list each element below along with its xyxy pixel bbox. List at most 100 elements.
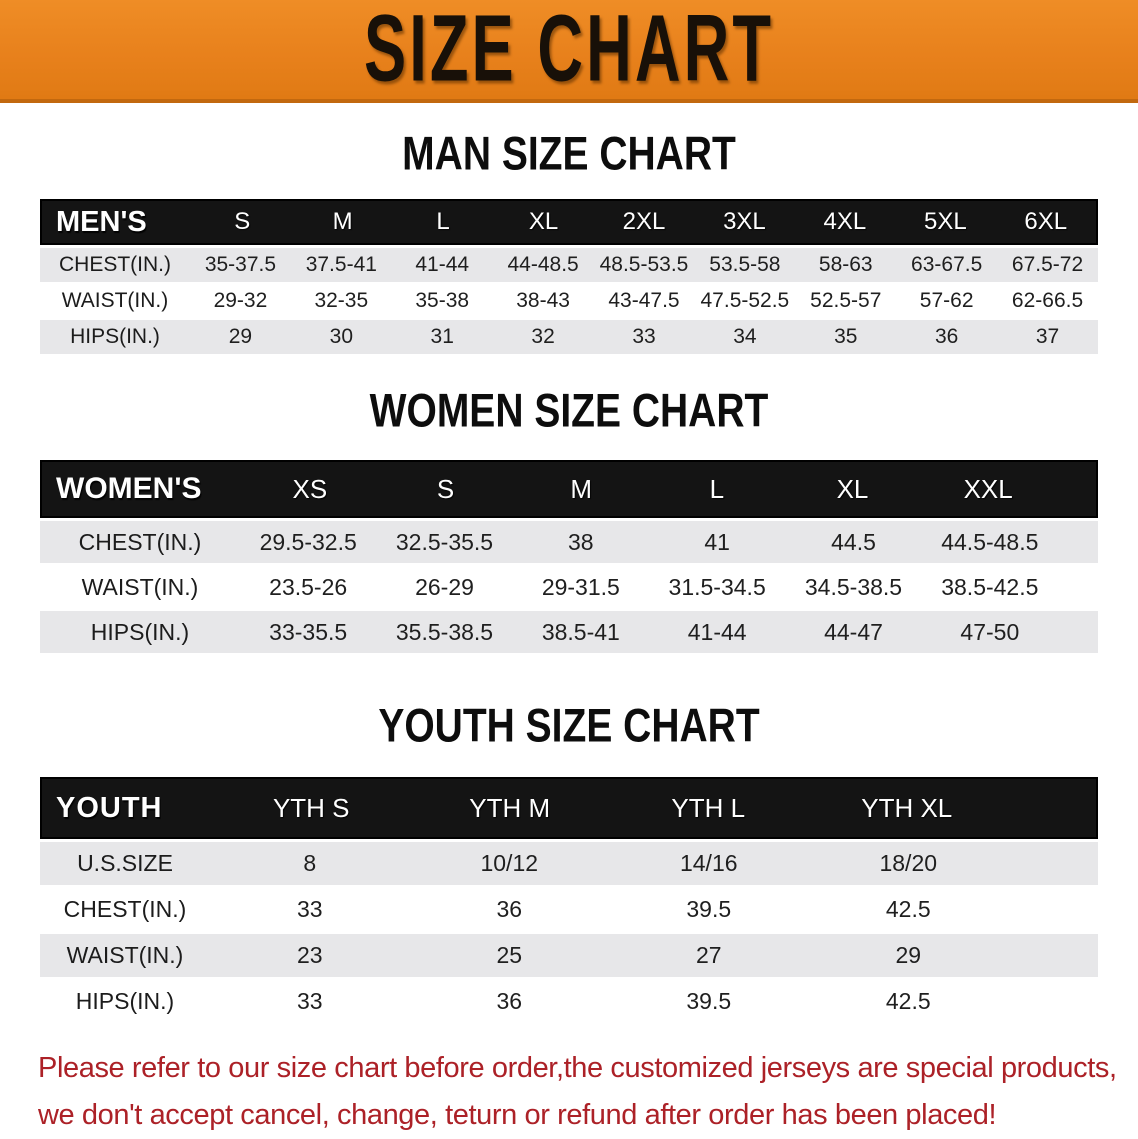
youth-size-chart-heading: YOUTH SIZE CHART bbox=[378, 700, 760, 753]
size-column-header: 2XL bbox=[622, 208, 666, 235]
size-value-cell: 52.5-57 bbox=[810, 289, 882, 312]
size-value-cell: 39.5 bbox=[686, 988, 732, 1014]
row-label: CHEST(IN.) bbox=[63, 896, 187, 922]
size-column-header: YTH S bbox=[272, 792, 350, 823]
size-column-header: S bbox=[436, 473, 455, 504]
size-value-cell: 35 bbox=[834, 325, 858, 348]
table-row: HIPS(IN.) 29 30 31 32 33 34 35 36 37 bbox=[40, 320, 1098, 354]
table-group-label: MEN'S bbox=[56, 205, 147, 238]
disclaimer-line-2: we don't accept cancel, change, teturn o… bbox=[38, 1099, 997, 1131]
row-label: CHEST(IN.) bbox=[78, 528, 202, 555]
row-label: HIPS(IN.) bbox=[70, 325, 160, 348]
size-value-cell: 33 bbox=[632, 325, 656, 348]
table-header-row: MEN'S S M L XL 2XL 3XL 4XL 5XL 6XL bbox=[40, 199, 1098, 245]
women-size-chart-heading: WOMEN SIZE CHART bbox=[369, 385, 769, 438]
size-value-cell: 38.5-41 bbox=[541, 618, 620, 645]
row-label: U.S.SIZE bbox=[77, 850, 173, 876]
size-value-cell: 25 bbox=[496, 942, 523, 968]
mens-size-table: MEN'S S M L XL 2XL 3XL 4XL 5XL 6XL CHEST(IN.) 35-… bbox=[40, 199, 1098, 354]
size-value-cell: 32 bbox=[531, 325, 555, 348]
table-header-row: WOMEN'S XS S M L XL XXL bbox=[40, 460, 1098, 518]
size-value-cell: 39.5 bbox=[686, 896, 732, 922]
size-column-header: L bbox=[436, 208, 450, 235]
disclaimer-line-1: Please refer to our size chart before or… bbox=[38, 1052, 1117, 1084]
disclaimer-text: Please refer to our size chart before or… bbox=[38, 1045, 1138, 1139]
size-column-header: L bbox=[709, 473, 725, 504]
table-body: CHEST(IN.) 35-37.5 37.5-41 41-44 44-48.5 48.5… bbox=[40, 248, 1098, 354]
row-label: WAIST(IN.) bbox=[66, 942, 184, 968]
size-value-cell: 23 bbox=[296, 942, 323, 968]
size-value-cell: 29.5-32.5 bbox=[259, 528, 357, 555]
row-label: HIPS(IN.) bbox=[90, 618, 190, 645]
size-value-cell: 36 bbox=[934, 325, 959, 348]
size-value-cell: 34.5-38.5 bbox=[804, 573, 903, 600]
size-value-cell: 43-47.5 bbox=[608, 289, 680, 312]
size-column-header: XXL bbox=[963, 473, 1013, 504]
table-row: U.S.SIZE 8 10/12 14/16 18/20 bbox=[40, 842, 1098, 885]
size-value-cell: 41-44 bbox=[687, 618, 747, 645]
table-group-label: YOUTH bbox=[56, 791, 163, 824]
size-value-cell: 35-37.5 bbox=[204, 253, 277, 276]
size-value-cell: 33 bbox=[296, 896, 323, 922]
size-value-cell: 38.5-42.5 bbox=[941, 573, 1039, 600]
banner-title: SIZE CHART bbox=[363, 0, 775, 102]
table-row: HIPS(IN.) 33-35.5 35.5-38.5 38.5-41 41-44 44-… bbox=[40, 611, 1098, 653]
size-column-header: S bbox=[234, 208, 251, 235]
size-value-cell: 44.5 bbox=[831, 528, 876, 555]
table-row: WAIST(IN.) 23.5-26 26-29 29-31.5 31.5-34.5 34… bbox=[40, 566, 1098, 608]
size-value-cell: 32-35 bbox=[314, 289, 369, 312]
size-value-cell: 31.5-34.5 bbox=[668, 573, 766, 600]
size-value-cell: 14/16 bbox=[679, 850, 738, 876]
size-column-header: M bbox=[570, 473, 592, 504]
womens-size-table: WOMEN'S XS S M L XL XXL CHEST(IN.) 29.5-32.5 32… bbox=[40, 460, 1098, 653]
size-column-header: XL bbox=[836, 473, 869, 504]
size-value-cell: 32.5-35.5 bbox=[395, 528, 494, 555]
size-value-cell: 23.5-26 bbox=[269, 573, 348, 600]
table-body: CHEST(IN.) 29.5-32.5 32.5-35.5 38 41 44.5 44.5… bbox=[40, 521, 1098, 653]
size-value-cell: 37.5-41 bbox=[305, 253, 377, 276]
size-value-cell: 44-48.5 bbox=[507, 253, 579, 276]
size-value-cell: 57-62 bbox=[919, 289, 974, 312]
row-label: CHEST(IN.) bbox=[59, 253, 171, 276]
size-value-cell: 30 bbox=[329, 325, 353, 348]
size-value-cell: 67.5-72 bbox=[1011, 253, 1084, 276]
size-value-cell: 53.5-58 bbox=[709, 253, 781, 276]
size-column-header: 4XL bbox=[823, 208, 867, 235]
size-value-cell: 47-50 bbox=[960, 618, 1020, 645]
size-value-cell: 8 bbox=[303, 850, 317, 876]
youth-size-table: YOUTH YTH S YTH M YTH L YTH XL U.S.SIZE 8 10/… bbox=[40, 777, 1098, 1023]
size-value-cell: 42.5 bbox=[885, 896, 931, 922]
size-value-cell: 41-44 bbox=[415, 253, 470, 276]
size-value-cell: 44-47 bbox=[824, 618, 883, 645]
size-value-cell: 47.5-52.5 bbox=[700, 289, 790, 312]
size-value-cell: 27 bbox=[695, 942, 722, 968]
size-value-cell: 26-29 bbox=[415, 573, 474, 600]
size-value-cell: 29 bbox=[895, 942, 922, 968]
size-chart-banner: SIZE CHART bbox=[0, 0, 1138, 103]
size-column-header: 5XL bbox=[923, 208, 967, 235]
size-value-cell: 34 bbox=[733, 325, 757, 348]
size-value-cell: 29 bbox=[228, 325, 253, 348]
table-group-label: WOMEN'S bbox=[56, 472, 202, 505]
size-column-header: 3XL bbox=[723, 208, 766, 235]
size-value-cell: 48.5-53.5 bbox=[599, 253, 689, 276]
row-label: HIPS(IN.) bbox=[75, 988, 175, 1014]
table-row: CHEST(IN.) 33 36 39.5 42.5 bbox=[40, 888, 1098, 931]
size-value-cell: 31 bbox=[430, 325, 454, 348]
table-row: CHEST(IN.) 29.5-32.5 32.5-35.5 38 41 44.5 44.5… bbox=[40, 521, 1098, 563]
size-column-header: XS bbox=[292, 473, 328, 504]
size-column-header: YTH L bbox=[671, 792, 746, 823]
size-column-header: 6XL bbox=[1024, 208, 1068, 235]
size-value-cell: 44.5-48.5 bbox=[941, 528, 1039, 555]
size-value-cell: 29-31.5 bbox=[541, 573, 620, 600]
row-label: WAIST(IN.) bbox=[81, 573, 199, 600]
size-column-header: YTH XL bbox=[861, 792, 953, 823]
size-value-cell: 35-38 bbox=[415, 289, 470, 312]
table-header-row: YOUTH YTH S YTH M YTH L YTH XL bbox=[40, 777, 1098, 839]
size-value-cell: 29-32 bbox=[213, 289, 268, 312]
size-value-cell: 38 bbox=[568, 528, 594, 555]
table-row: WAIST(IN.) 23 25 27 29 bbox=[40, 934, 1098, 977]
table-row: WAIST(IN.) 29-32 32-35 35-38 38-43 43-47.5 47.… bbox=[40, 284, 1098, 318]
size-value-cell: 62-66.5 bbox=[1011, 289, 1084, 312]
size-value-cell: 18/20 bbox=[879, 850, 938, 876]
